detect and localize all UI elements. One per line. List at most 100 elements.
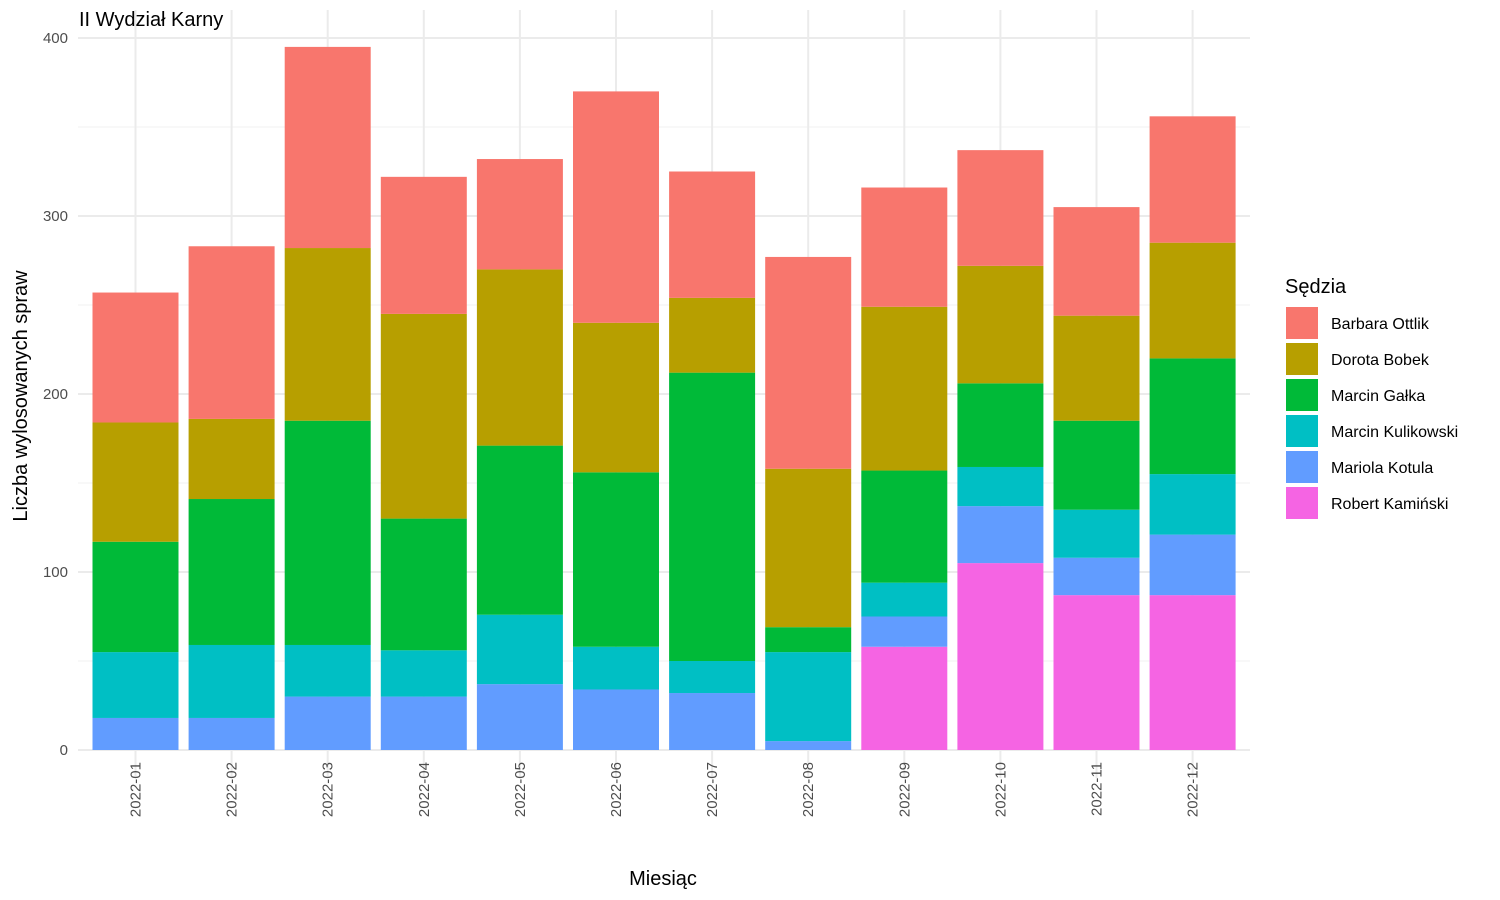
legend-title: Sędzia: [1285, 276, 1347, 298]
legend-swatch: [1286, 343, 1318, 375]
bar-segment: [476, 159, 563, 270]
y-axis-ticks: 0 100 200 300 400: [43, 30, 68, 759]
y-tick-label: 300: [43, 208, 68, 225]
bar-segment: [284, 644, 371, 697]
x-tick-label: 2022-10: [992, 762, 1009, 817]
bar-segment: [861, 582, 948, 617]
bar-segment: [861, 187, 948, 307]
bar-segment: [92, 541, 179, 653]
legend-label: Robert Kamiński: [1331, 496, 1448, 513]
bar-segment: [380, 518, 467, 651]
bar-segment: [765, 652, 852, 742]
x-tick-label: 2022-09: [896, 762, 913, 817]
bar-segment: [1149, 358, 1236, 475]
bar-segment: [957, 563, 1044, 750]
bar-segment: [1149, 116, 1236, 243]
legend-swatch: [1286, 415, 1318, 447]
bar-segment: [92, 422, 179, 542]
legend-label: Dorota Bobek: [1331, 352, 1430, 369]
bar-segment: [1053, 557, 1140, 596]
bar-segment: [573, 646, 659, 690]
bar-segment: [861, 616, 948, 647]
bar-segment: [380, 650, 467, 697]
bar-segment: [1053, 207, 1140, 316]
bar-segment: [92, 292, 179, 423]
bar-segment: [1149, 242, 1236, 359]
legend-label: Marcin Kulikowski: [1331, 424, 1458, 441]
bar-segment: [1053, 595, 1140, 750]
bar-segment: [957, 265, 1044, 384]
bar-segment: [669, 171, 756, 298]
bars: [92, 46, 1236, 750]
x-tick-label: 2022-04: [416, 762, 433, 817]
bar-segment: [1149, 534, 1236, 596]
y-tick-label: 200: [43, 386, 68, 403]
x-tick-label: 2022-03: [320, 762, 337, 817]
bar-segment: [188, 644, 275, 718]
bar-segment: [476, 445, 563, 615]
legend-swatch: [1286, 487, 1318, 519]
bar-segment: [957, 466, 1044, 507]
bar-segment: [188, 246, 275, 419]
bar-segment: [861, 646, 948, 750]
bar-segment: [765, 741, 852, 750]
x-tick-label: 2022-02: [224, 762, 241, 817]
bar-segment: [1053, 509, 1140, 558]
legend-swatch: [1286, 379, 1318, 411]
legend-label: Marcin Gałka: [1331, 388, 1425, 405]
x-tick-label: 2022-05: [512, 762, 529, 817]
bar-segment: [380, 313, 467, 519]
bar-segment: [188, 499, 275, 645]
bar-segment: [573, 689, 659, 750]
bar-segment: [476, 614, 563, 685]
bar-segment: [92, 652, 179, 718]
y-tick-label: 400: [43, 30, 68, 47]
bar-segment: [669, 661, 756, 694]
bar-segment: [861, 470, 948, 583]
y-tick-label: 0: [60, 742, 68, 759]
bar-segment: [1053, 420, 1140, 510]
bar-segment: [284, 696, 371, 750]
bar-segment: [765, 468, 852, 628]
bar-segment: [188, 418, 275, 500]
x-tick-label: 2022-12: [1185, 762, 1202, 817]
bar-segment: [573, 472, 659, 647]
bar-segment: [669, 297, 756, 373]
bar-segment: [380, 696, 467, 750]
x-tick-label: 2022-08: [800, 762, 817, 817]
y-tick-label: 100: [43, 564, 68, 581]
bar-segment: [957, 150, 1044, 266]
bar-segment: [380, 176, 467, 314]
x-axis-title: Miesiąc: [629, 868, 697, 890]
x-tick-label: 2022-11: [1089, 762, 1106, 816]
bar-segment: [1053, 315, 1140, 421]
bar-segment: [92, 717, 179, 750]
legend-label: Mariola Kotula: [1331, 460, 1433, 477]
bar-segment: [284, 420, 371, 645]
bar-segment: [669, 693, 756, 750]
bar-segment: [476, 269, 563, 446]
bar-segment: [861, 306, 948, 471]
chart-title: II Wydział Karny: [79, 9, 223, 31]
bar-segment: [957, 383, 1044, 467]
y-axis-title: Liczba wylosowanych spraw: [10, 270, 32, 522]
bar-segment: [669, 372, 756, 661]
legend-swatch: [1286, 307, 1318, 339]
bar-segment: [765, 256, 852, 469]
x-tick-label: 2022-01: [128, 762, 145, 817]
x-tick-label: 2022-07: [704, 762, 721, 817]
bar-segment: [476, 684, 563, 750]
bar-segment: [1149, 595, 1236, 750]
bar-segment: [957, 506, 1044, 564]
x-axis-ticks: 2022-01 2022-02 2022-03 2022-04 2022-05 2022-…: [128, 762, 1202, 817]
bar-segment: [765, 627, 852, 653]
legend-swatch: [1286, 451, 1318, 483]
bar-segment: [573, 322, 659, 473]
legend: Sędzia Barbara Ottlik Dorota Bobek Marcin …: [1285, 276, 1458, 519]
bar-segment: [284, 46, 371, 249]
legend-label: Barbara Ottlik: [1331, 316, 1430, 333]
x-tick-label: 2022-06: [608, 762, 625, 817]
bar-segment: [573, 91, 659, 323]
bar-segment: [284, 248, 371, 421]
